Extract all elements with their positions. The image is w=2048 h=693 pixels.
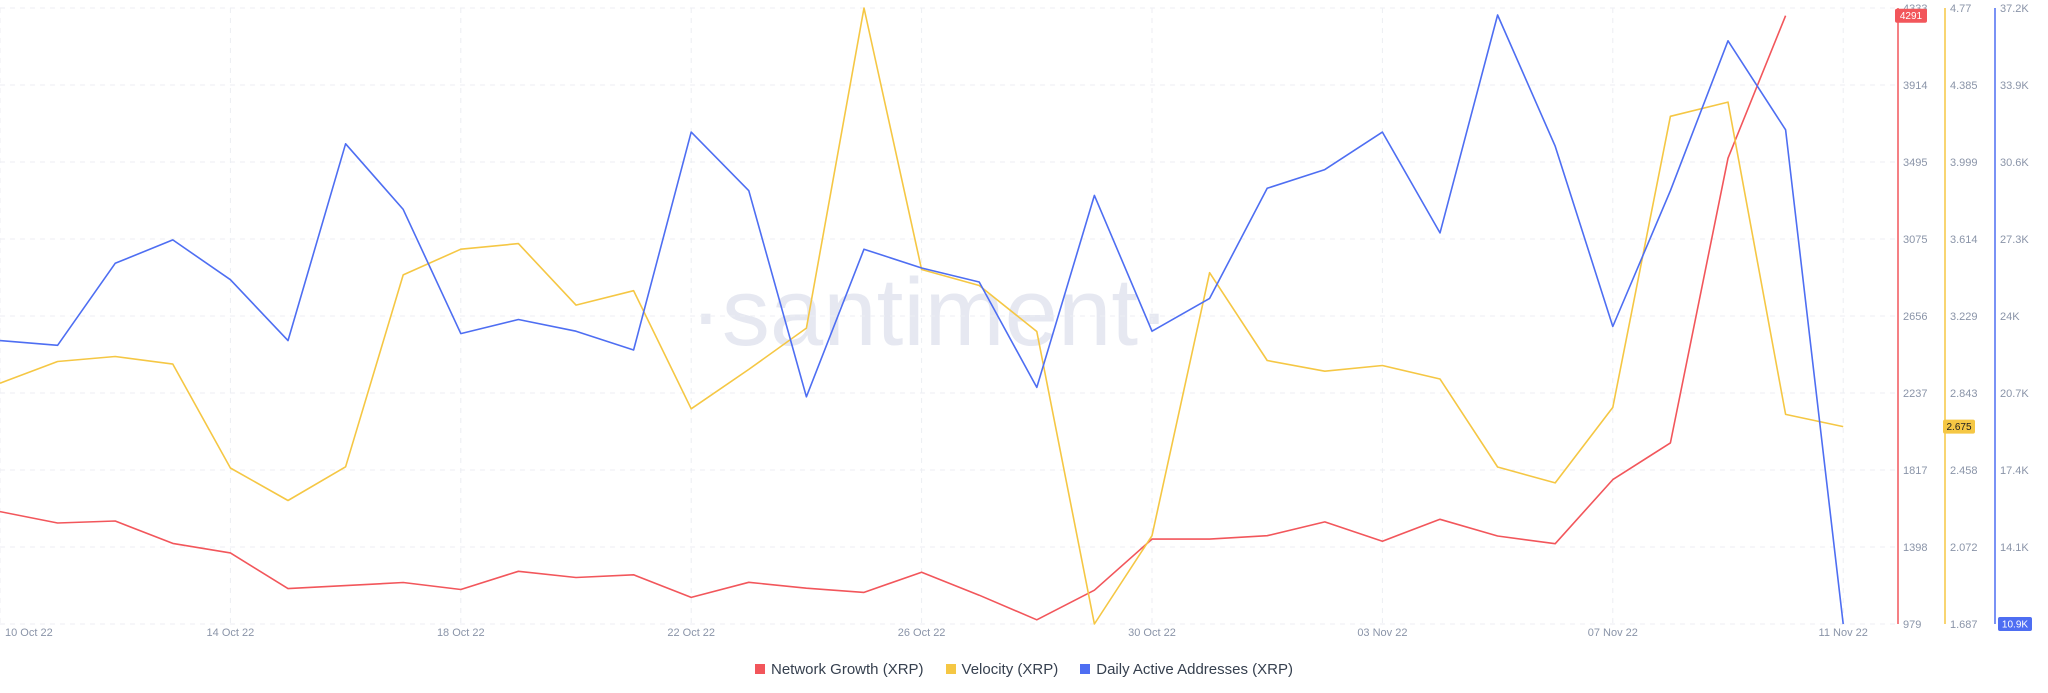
chart-legend: Network Growth (XRP) Velocity (XRP) Dail… <box>0 657 2048 681</box>
last-value-badge-daa <box>1998 617 2032 631</box>
last-value-label-network: 4291 <box>1900 11 1923 22</box>
y-tick-label-velocity: 2.458 <box>1950 465 1978 477</box>
last-value-label-velocity: 2.675 <box>1946 422 1971 433</box>
y-tick-label-daa: 24K <box>2000 311 2020 323</box>
y-tick-label-daa: 20.7K <box>2000 388 2029 400</box>
y-tick-label-daa: 30.6K <box>2000 157 2029 169</box>
y-tick-label-network: 3495 <box>1903 157 1927 169</box>
legend-label-velocity: Velocity (XRP) <box>961 660 1059 678</box>
chart-series-lines <box>0 7 1844 625</box>
x-tick-label: 14 Oct 22 <box>207 627 255 639</box>
y-tick-label-network: 3914 <box>1903 80 1927 92</box>
x-tick-label: 18 Oct 22 <box>437 627 485 639</box>
y-tick-label-velocity: 4.385 <box>1950 80 1978 92</box>
legend-item-velocity[interactable]: Velocity (XRP) <box>945 660 1059 678</box>
y-tick-label-velocity: 3.614 <box>1950 234 1978 246</box>
y-tick-label-network: 1398 <box>1903 542 1927 554</box>
legend-label-daily-active-addresses: Daily Active Addresses (XRP) <box>1096 660 1293 678</box>
y-tick-label-network: 979 <box>1903 619 1921 631</box>
chart-grid <box>0 7 1896 625</box>
last-value-label-daa: 10.9K <box>2002 620 2028 631</box>
legend-swatch-velocity <box>945 664 956 674</box>
x-tick-label: 11 Nov 22 <box>1819 627 1868 639</box>
y-tick-label-velocity: 3.999 <box>1950 157 1978 169</box>
x-tick-label: 03 Nov 22 <box>1357 627 1407 639</box>
legend-item-daily-active-addresses[interactable]: Daily Active Addresses (XRP) <box>1080 661 1293 678</box>
x-tick-label: 30 Oct 22 <box>1128 627 1176 639</box>
y-tick-label-network: 1817 <box>1903 465 1927 477</box>
legend-item-network-growth[interactable]: Network Growth (XRP) <box>755 661 924 678</box>
series-line-1 <box>0 7 1844 625</box>
y-tick-label-daa: 17.4K <box>2000 465 2029 477</box>
y-axes: 9791398181722372656307534953914433342911… <box>1895 3 2032 631</box>
y-tick-label-velocity: 3.229 <box>1950 311 1978 323</box>
x-axis: 10 Oct 22 14 Oct 22 18 Oct 22 22 Oct 22 26 O… <box>5 627 1868 639</box>
santiment-watermark: ·santiment· <box>690 259 1170 366</box>
x-tick-label: 07 Nov 22 <box>1588 627 1638 639</box>
y-tick-label-daa: 14.1K <box>2000 542 2029 554</box>
y-tick-label-velocity: 4.77 <box>1950 3 1971 15</box>
x-tick-label: 10 Oct 22 <box>5 627 53 639</box>
x-tick-label: 22 Oct 22 <box>667 627 715 639</box>
y-tick-label-daa: 33.9K <box>2000 80 2029 92</box>
y-tick-label-daa: 27.3K <box>2000 234 2029 246</box>
y-tick-label-velocity: 1.687 <box>1950 619 1978 631</box>
last-value-badge-network <box>1895 8 1927 23</box>
series-line-0 <box>0 15 1787 621</box>
legend-label-network-growth: Network Growth (XRP) <box>771 660 924 678</box>
legend-swatch-daily-active-addresses <box>1080 664 1091 674</box>
y-tick-label-network: 2237 <box>1903 388 1927 400</box>
y-tick-label-network: 3075 <box>1903 234 1927 246</box>
y-tick-label-daa: 37.2K <box>2000 3 2029 15</box>
y-tick-label-velocity: 2.072 <box>1950 542 1978 554</box>
legend-swatch-network-growth <box>755 664 765 674</box>
y-tick-label-velocity: 2.843 <box>1950 388 1978 400</box>
series-line-2 <box>0 14 1844 625</box>
x-tick-label: 26 Oct 22 <box>898 627 946 639</box>
last-value-badge-velocity <box>1943 419 1975 434</box>
y-tick-label-network: 2656 <box>1903 311 1927 323</box>
